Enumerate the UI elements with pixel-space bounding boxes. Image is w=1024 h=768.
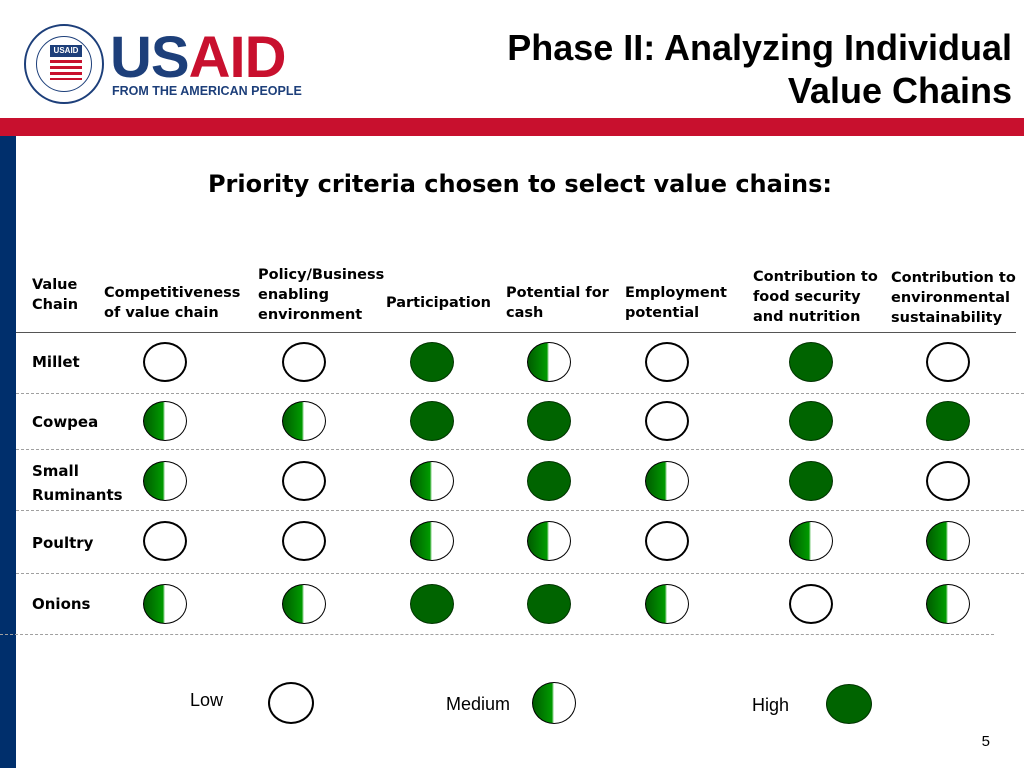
- rating-medium-circle-icon: [282, 584, 326, 624]
- seal-badge: USAID: [50, 45, 82, 57]
- rating-low-circle-icon: [282, 521, 326, 561]
- rating-medium-circle-icon: [410, 461, 454, 501]
- row-label: Onions: [32, 592, 90, 616]
- rating-low-circle-icon: [645, 521, 689, 561]
- rating-low-circle-icon: [143, 342, 187, 382]
- row-label: Millet: [32, 350, 80, 374]
- rating-high-circle-icon: [789, 342, 833, 382]
- column-header: Participation: [386, 293, 491, 313]
- legend-high-circle-icon: [826, 684, 872, 724]
- row-label: Poultry: [32, 531, 93, 555]
- rating-low-circle-icon: [926, 342, 970, 382]
- rating-medium-circle-icon: [645, 461, 689, 501]
- rating-low-circle-icon: [789, 584, 833, 624]
- rating-medium-circle-icon: [926, 584, 970, 624]
- rating-low-circle-icon: [282, 461, 326, 501]
- column-header: Employment potential: [625, 283, 727, 323]
- row-divider: [16, 449, 1024, 450]
- rating-low-circle-icon: [926, 461, 970, 501]
- rating-high-circle-icon: [527, 584, 571, 624]
- column-header: Value Chain: [32, 275, 78, 315]
- rating-medium-circle-icon: [527, 521, 571, 561]
- legend-low-circle-icon: [268, 682, 314, 724]
- rating-high-circle-icon: [789, 461, 833, 501]
- usaid-logo: USAID USAID FROM THE AMERICAN PEOPLE: [24, 24, 304, 108]
- legend-high-label: High: [752, 695, 789, 716]
- column-header: Contribution to food security and nutritio…: [753, 267, 878, 327]
- rating-medium-circle-icon: [143, 461, 187, 501]
- column-header: Contribution to environmental sustainabili…: [891, 268, 1016, 328]
- rating-low-circle-icon: [645, 342, 689, 382]
- usaid-seal-icon: USAID: [24, 24, 104, 104]
- page-number: 5: [982, 733, 990, 750]
- row-label: Small Ruminants: [32, 459, 123, 507]
- usaid-tagline: FROM THE AMERICAN PEOPLE: [112, 84, 302, 98]
- rating-medium-circle-icon: [527, 342, 571, 382]
- rating-high-circle-icon: [527, 401, 571, 441]
- rating-high-circle-icon: [926, 401, 970, 441]
- rating-high-circle-icon: [410, 342, 454, 382]
- row-label: Cowpea: [32, 410, 98, 434]
- rating-medium-circle-icon: [926, 521, 970, 561]
- row-divider: [16, 510, 1024, 511]
- rating-low-circle-icon: [645, 401, 689, 441]
- rating-medium-circle-icon: [789, 521, 833, 561]
- header-red-bar: [0, 118, 1024, 136]
- rating-high-circle-icon: [527, 461, 571, 501]
- row-divider: [16, 393, 1024, 394]
- rating-low-circle-icon: [282, 342, 326, 382]
- rating-low-circle-icon: [143, 521, 187, 561]
- rating-high-circle-icon: [789, 401, 833, 441]
- rating-medium-circle-icon: [282, 401, 326, 441]
- slide-subtitle: Priority criteria chosen to select value…: [0, 170, 1024, 198]
- legend-medium-label: Medium: [446, 694, 510, 715]
- column-header: Policy/Business enabling environment: [258, 265, 384, 325]
- legend-low-label: Low: [190, 690, 223, 711]
- usaid-wordmark: USAID: [110, 28, 285, 88]
- column-header: Competitiveness of value chain: [104, 283, 240, 323]
- rating-medium-circle-icon: [645, 584, 689, 624]
- header-rule: [16, 332, 1016, 333]
- rating-medium-circle-icon: [410, 521, 454, 561]
- column-header: Potential for cash: [506, 283, 609, 323]
- slide-title: Phase II: Analyzing Individual Value Cha…: [412, 26, 1012, 112]
- row-divider: [16, 573, 1024, 574]
- row-divider: [0, 634, 994, 635]
- rating-medium-circle-icon: [143, 584, 187, 624]
- rating-high-circle-icon: [410, 584, 454, 624]
- rating-high-circle-icon: [410, 401, 454, 441]
- legend-medium-circle-icon: [532, 682, 576, 724]
- rating-medium-circle-icon: [143, 401, 187, 441]
- side-blue-bar: [0, 136, 16, 768]
